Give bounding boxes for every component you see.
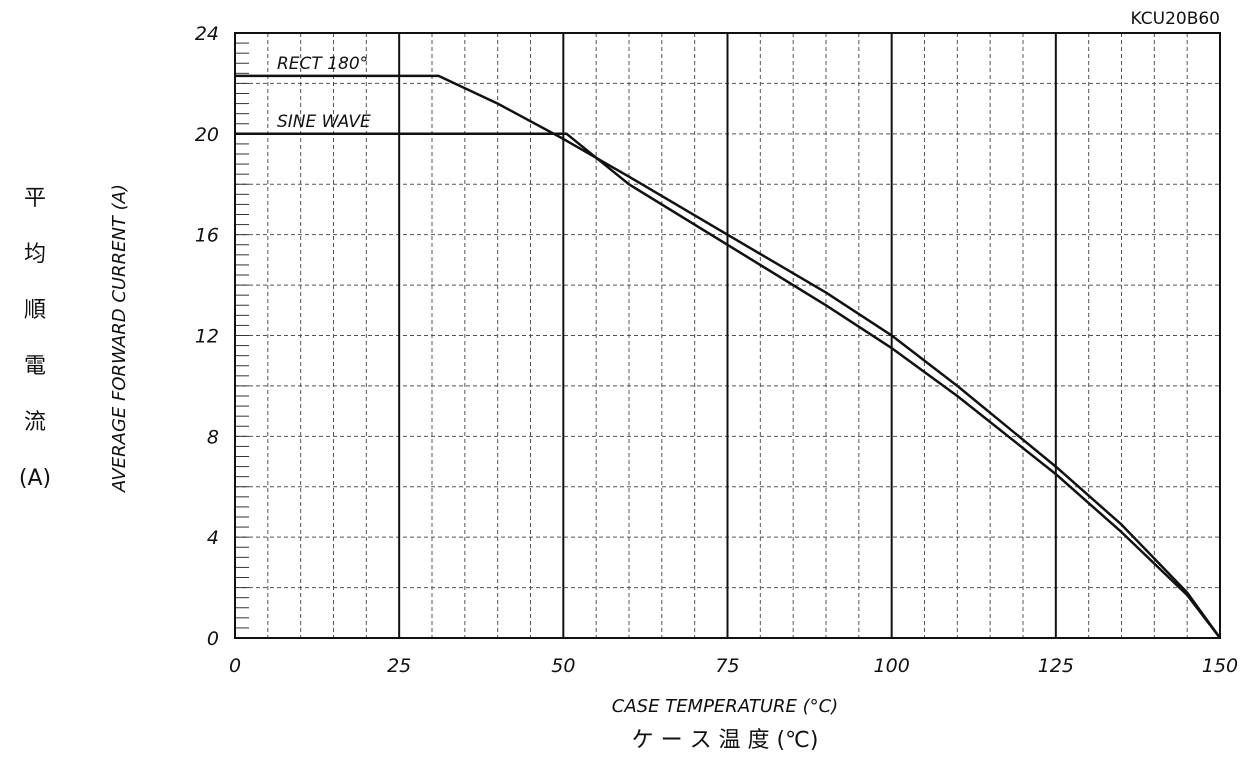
y-axis-title-jp-char: 均 [24,242,46,267]
y-tick-label: 20 [195,124,219,146]
y-axis-title-jp-char: 流 [24,410,46,435]
x-tick-label: 150 [1202,655,1238,677]
y-axis-title-jp-char: (A) [19,466,51,491]
series-line-sine-wave [235,132,1221,639]
y-axis-title-jp-char: 平 [24,186,46,211]
y-axis-title: AVERAGE FORWARD CURRENT (A) [109,184,130,493]
y-tick-label: 24 [195,23,219,45]
plot-frame [234,32,1221,639]
series-layer [235,74,1222,639]
x-axis-title-jp: ケ ー ス 温 度 (℃) [632,728,819,753]
series-labels: RECT 180° SINE WAVE [277,54,371,132]
series-label-sine-wave: SINE WAVE [277,112,371,132]
x-tick-label: 50 [551,655,575,677]
y-tick-label: 0 [207,628,219,650]
x-tick-label: 125 [1038,655,1074,677]
y-axis-ticks: 0 4 8 12 16 20 24 [195,23,219,650]
y-tick-label: 8 [207,426,219,448]
y-axis-title-jp-char: 順 [24,298,46,323]
x-axis-ticks: 0 25 50 75 100 125 150 [229,655,1238,677]
y-tick-label: 16 [195,225,219,247]
y-axis-title-jp-char: 電 [24,354,46,379]
x-tick-label: 0 [229,655,241,677]
y-tick-label: 4 [207,527,219,549]
series-line-rect-180 [235,74,1222,639]
x-tick-label: 75 [715,655,739,677]
y-tick-label: 12 [195,326,219,348]
model-label: KCU20B60 [1131,9,1220,29]
x-tick-label: 100 [874,655,910,677]
series-label-rect-180: RECT 180° [277,54,368,74]
x-axis-title: CASE TEMPERATURE (°C) [612,696,838,717]
x-tick-label: 25 [387,655,411,677]
